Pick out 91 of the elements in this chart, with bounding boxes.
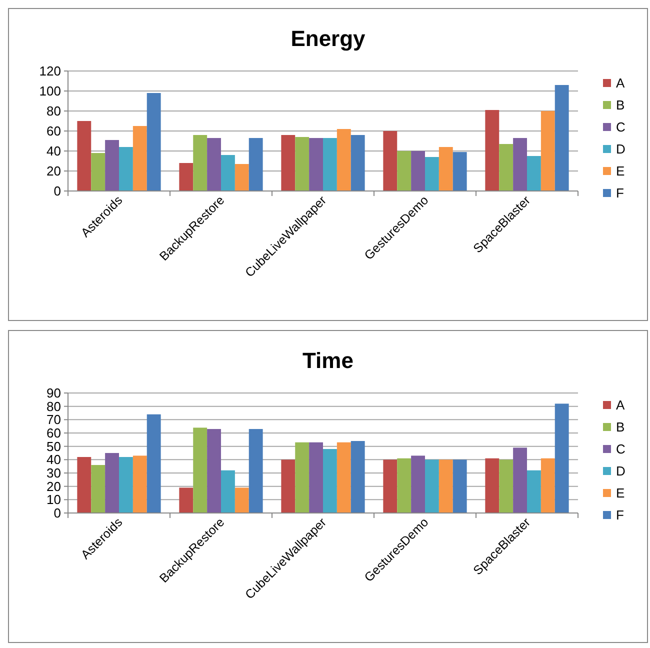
bar — [91, 465, 106, 513]
bar — [397, 151, 412, 191]
bar — [309, 442, 323, 513]
legend-label: C — [616, 442, 626, 457]
y-tick-label: 30 — [46, 466, 61, 481]
legend-label: D — [616, 464, 626, 479]
bar — [411, 456, 425, 513]
bar — [193, 135, 208, 191]
bar — [105, 140, 119, 191]
bar — [425, 460, 439, 513]
bar — [234, 488, 249, 513]
bar — [438, 147, 453, 191]
bar — [425, 157, 439, 191]
bar — [132, 456, 147, 513]
y-tick-label: 90 — [46, 386, 61, 401]
legend-label: E — [616, 164, 625, 179]
bar — [248, 429, 263, 513]
bar — [411, 151, 425, 191]
bar — [513, 448, 527, 513]
bar — [146, 414, 161, 513]
y-tick-label: 70 — [46, 412, 61, 428]
bar — [77, 457, 92, 513]
bar — [438, 460, 453, 513]
y-tick-label: 80 — [46, 104, 61, 119]
bar — [452, 152, 467, 191]
bar — [513, 138, 527, 191]
bar — [309, 138, 323, 191]
bar — [146, 93, 161, 191]
legend-label: F — [616, 186, 624, 201]
bar — [527, 470, 541, 513]
bar — [132, 126, 147, 191]
bar — [323, 138, 337, 191]
bar — [207, 138, 221, 191]
legend-label: E — [616, 486, 625, 501]
bar — [350, 441, 365, 513]
y-tick-label: 120 — [39, 64, 61, 79]
bar — [248, 138, 263, 191]
bar — [323, 449, 337, 513]
bar — [554, 404, 569, 513]
bar — [221, 155, 235, 191]
y-tick-label: 50 — [46, 438, 61, 454]
y-tick-label: 20 — [46, 164, 61, 179]
y-tick-label: 20 — [46, 478, 61, 494]
bar — [336, 129, 351, 191]
bar — [383, 460, 398, 513]
legend-label: B — [616, 98, 625, 113]
bar — [221, 470, 235, 513]
bar — [207, 429, 221, 513]
bar — [281, 135, 296, 191]
bar — [540, 458, 555, 513]
bar — [281, 460, 296, 513]
bar — [452, 460, 467, 513]
bar — [485, 110, 500, 191]
legend-label: A — [616, 76, 625, 91]
bar — [336, 442, 351, 513]
bar — [91, 153, 106, 191]
y-tick-label: 40 — [46, 144, 61, 159]
y-tick-label: 80 — [46, 398, 61, 414]
bar — [350, 135, 365, 191]
bar — [119, 147, 133, 191]
bar — [77, 121, 92, 191]
bar — [540, 111, 555, 191]
y-tick-label: 40 — [46, 452, 61, 468]
bar — [383, 131, 398, 191]
bar — [499, 144, 514, 191]
bar — [499, 460, 514, 513]
chart-title: Energy — [290, 26, 366, 51]
bar — [234, 164, 249, 191]
chart-title: Time — [302, 348, 354, 373]
bar — [179, 488, 194, 513]
y-tick-label: 0 — [54, 184, 61, 199]
bar — [295, 137, 310, 191]
bar — [554, 85, 569, 191]
y-tick-label: 100 — [39, 84, 61, 99]
bar — [119, 457, 133, 513]
y-tick-label: 0 — [54, 506, 61, 521]
legend-label: B — [616, 420, 625, 435]
y-tick-label: 60 — [46, 124, 61, 139]
bar — [179, 163, 194, 191]
bar — [295, 442, 310, 513]
legend-label: D — [616, 142, 626, 157]
y-tick-label: 10 — [46, 492, 61, 508]
legend-label: A — [616, 398, 625, 413]
bar — [397, 458, 412, 513]
bar — [193, 428, 208, 513]
bar — [527, 156, 541, 191]
bar — [485, 458, 500, 513]
legend-label: F — [616, 508, 624, 523]
y-tick-label: 60 — [46, 426, 61, 441]
legend-label: C — [616, 120, 626, 135]
bar — [105, 453, 119, 513]
